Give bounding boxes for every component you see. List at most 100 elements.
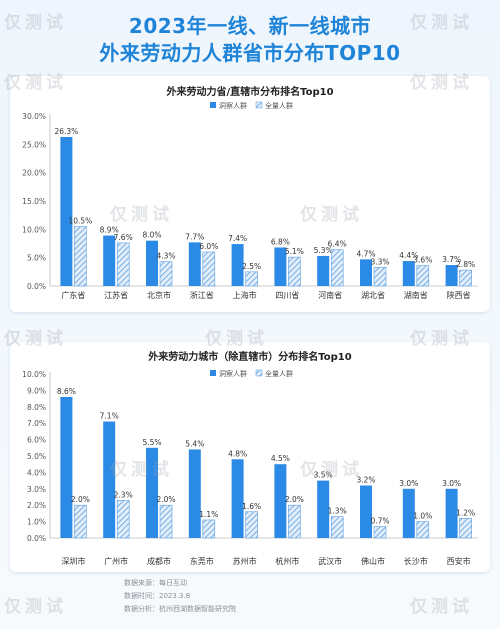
city-chart: 外来劳动力城市（除直辖市）分布排名Top10 洞察人群 全量人群 0.0% 1.0% 2.… (22, 350, 478, 566)
x-tick-label: 四川省 (275, 290, 299, 300)
bar-primary (402, 488, 415, 538)
value-label-primary: 8.6% (57, 387, 76, 396)
y-tick-label: 5.0% (27, 452, 46, 461)
bar-secondary (74, 504, 87, 539)
value-label-secondary: 10.5% (68, 217, 92, 226)
value-label-secondary: 1.1% (199, 510, 218, 519)
value-label-primary: 3.2% (356, 476, 375, 485)
bar-secondary (330, 516, 344, 539)
bar-secondary (202, 251, 216, 287)
legend-swatch-secondary (255, 369, 263, 377)
legend-label: 洞察人群 (219, 369, 247, 378)
value-label-primary: 3.0% (442, 479, 461, 488)
footer-analysis: 数据分析：杭州西湖数据智能研究院 (124, 605, 236, 613)
value-label-secondary: 2.0% (156, 495, 175, 504)
bar-secondary (159, 504, 173, 539)
bar-primary (103, 235, 116, 286)
x-tick-label: 广州市 (104, 556, 128, 566)
main-title-line-2: 外来劳动力人群省市分布TOP10 (99, 41, 401, 65)
legend-swatch-secondary (255, 101, 263, 109)
watermark: 仅测试 (410, 597, 473, 617)
value-label-secondary: 6.0% (199, 242, 218, 251)
bar-secondary (202, 519, 216, 539)
x-tick-label: 佛山市 (361, 556, 385, 566)
bar-primary (231, 459, 244, 538)
chart-legend: 洞察人群 全量人群 (210, 101, 293, 110)
value-label-secondary: 6.4% (328, 240, 347, 249)
value-label-secondary: 0.7% (370, 517, 389, 526)
x-tick-label: 东莞市 (190, 556, 214, 566)
bar-primary (274, 247, 287, 286)
chart-title: 外来劳动力城市（除直辖市）分布排名Top10 (147, 350, 351, 363)
city-chart-panel: 外来劳动力城市（除直辖市）分布排名Top10 洞察人群 全量人群 0.0% 1.0% 2.… (10, 342, 490, 572)
value-label-primary: 8.9% (100, 226, 119, 235)
x-tick-label: 河南省 (318, 290, 342, 300)
x-tick-label: 北京市 (147, 290, 171, 300)
bar-primary (188, 449, 201, 538)
x-tick-label: 苏州市 (233, 556, 257, 566)
x-tick-label: 湖南省 (404, 290, 428, 300)
x-tick-label: 成都市 (147, 556, 171, 566)
province-chart-panel: 外来劳动力省/直辖市分布排名Top10 洞察人群 全量人群 0.0% 5.0% 10.0%… (10, 76, 490, 312)
value-label-secondary: 2.3% (114, 490, 133, 499)
bar-primary (188, 242, 201, 286)
value-label-primary: 3.5% (314, 471, 333, 480)
y-tick-label: 0.0% (27, 282, 46, 291)
y-tick-label: 0.0% (27, 534, 46, 543)
y-tick-label: 25.0% (22, 140, 46, 149)
value-label-secondary: 2.0% (285, 495, 304, 504)
bar-secondary (245, 271, 258, 287)
value-label-secondary: 3.3% (370, 257, 389, 266)
bar-primary (360, 259, 372, 286)
value-label-primary: 7.7% (185, 232, 204, 241)
value-label-primary: 4.7% (356, 249, 375, 258)
value-label-secondary: 1.6% (242, 502, 261, 511)
value-label-primary: 5.3% (314, 246, 333, 255)
y-tick-label: 20.0% (22, 169, 46, 178)
bar-primary (146, 447, 158, 538)
bar-primary (360, 485, 372, 538)
value-label-primary: 4.4% (399, 251, 418, 260)
y-tick-label: 10.0% (22, 370, 46, 379)
y-tick-label: 10.0% (22, 225, 46, 234)
legend-swatch-primary (210, 102, 216, 108)
value-label-primary: 4.5% (271, 454, 290, 463)
legend-label: 洞察人群 (219, 101, 247, 110)
watermark: 仅测试 (4, 597, 67, 617)
value-label-primary: 5.5% (142, 438, 161, 447)
value-label-secondary: 1.3% (328, 507, 347, 516)
x-tick-label: 浙江省 (190, 290, 214, 300)
value-label-primary: 4.8% (228, 449, 247, 458)
bar-primary (60, 136, 73, 286)
bar-secondary (116, 499, 130, 539)
value-label-secondary: 5.1% (285, 247, 304, 256)
y-tick-label: 1.0% (27, 518, 46, 527)
legend-swatch-primary (210, 370, 216, 376)
value-label-secondary: 2.8% (456, 260, 475, 269)
bar-secondary (116, 242, 130, 287)
value-label-secondary: 7.6% (114, 233, 133, 242)
bar-secondary (288, 504, 301, 539)
bar-primary (445, 488, 458, 538)
legend-label: 全量人群 (265, 101, 293, 110)
value-label-primary: 7.1% (100, 412, 119, 421)
bar-secondary (245, 511, 258, 539)
value-label-secondary: 2.0% (71, 495, 90, 504)
bar-secondary (74, 226, 87, 287)
bar-primary (317, 255, 330, 286)
bar-secondary (459, 269, 472, 287)
x-tick-label: 陕西省 (447, 290, 471, 300)
bar-primary (317, 480, 330, 538)
bar-primary (274, 464, 287, 538)
value-label-primary: 8.0% (142, 231, 161, 240)
footer-date: 数据时间：2023.3.8 (124, 592, 191, 600)
y-tick-label: 4.0% (27, 468, 46, 477)
value-label-secondary: 2.5% (242, 262, 261, 271)
chart-legend: 洞察人群 全量人群 (210, 369, 293, 378)
x-tick-label: 武汉市 (318, 556, 342, 566)
y-tick-label: 30.0% (22, 112, 46, 121)
bar-secondary (416, 265, 430, 287)
value-label-secondary: 1.0% (413, 512, 432, 521)
y-tick-label: 8.0% (27, 403, 46, 412)
bar-secondary (373, 267, 387, 287)
